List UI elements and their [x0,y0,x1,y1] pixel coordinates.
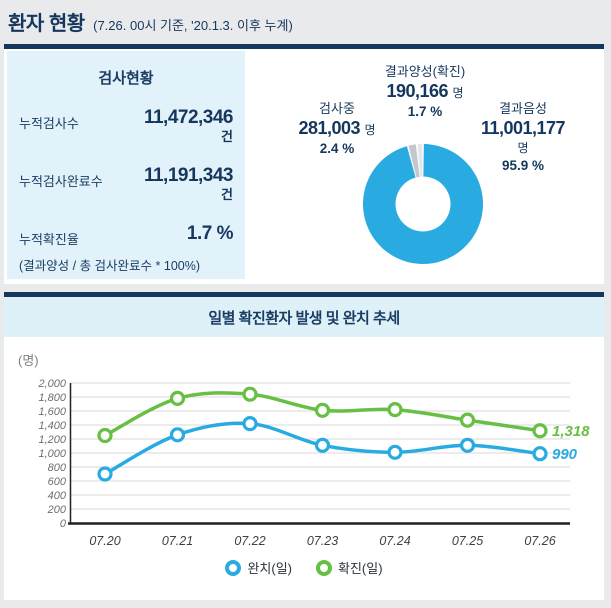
test-status-title: 검사현황 [98,70,154,87]
svg-text:600: 600 [48,476,67,488]
daily-trend-panel: 일별 확진환자 발생 및 완치 추세 (명) 0 200 400 600 800 1,000… [4,292,604,600]
page-title-subtitle: (7.26. 00시 기준, '20.1.3. 이후 누계) [93,18,293,33]
svg-text:1,400: 1,400 [38,420,66,432]
svg-text:07.25: 07.25 [452,534,483,548]
svg-text:990: 990 [552,446,578,463]
svg-text:1,000: 1,000 [38,448,66,460]
svg-text:1,318: 1,318 [552,423,590,440]
patient-status-panel: 검사현황 누적검사수 11,472,346 건 누적검사완료수 11,191,3… [4,44,604,284]
trend-header: 일별 확진환자 발생 및 완치 추세 [4,297,604,337]
svg-text:(명): (명) [18,353,39,368]
trend-title: 일별 확진환자 발생 및 완치 추세 [208,309,400,327]
row-label: 누적확진율 [19,232,79,247]
legend-label: 확진(일) [338,561,383,576]
test-status-box: 검사현황 누적검사수 11,472,346 건 누적검사완료수 11,191,3… [7,51,245,279]
svg-text:07.21: 07.21 [162,534,193,548]
legend-label: 완치(일) [247,561,292,576]
donut-chart [363,144,483,264]
svg-text:1,600: 1,600 [38,406,66,418]
page-title-text: 환자 현황 [8,13,85,35]
row-label: 누적검사완료수 [19,174,103,189]
page-title: 환자 현황 (7.26. 00시 기준, '20.1.3. 이후 누계) [8,7,293,36]
recovered-series-icon [225,559,242,576]
row-unit: 건 [221,129,233,144]
svg-text:1,800: 1,800 [38,392,66,404]
svg-text:07.26: 07.26 [524,534,555,548]
svg-text:07.23: 07.23 [307,534,338,548]
svg-text:07.24: 07.24 [379,534,410,548]
svg-text:07.20: 07.20 [89,534,120,548]
svg-text:1,200: 1,200 [38,434,66,446]
svg-text:200: 200 [47,504,67,516]
donut-label-positive: 결과양성(확진) 190,166 명 1.7 % [384,64,466,119]
svg-text:07.22: 07.22 [234,534,265,548]
row-unit: 건 [221,187,233,202]
svg-text:400: 400 [48,490,67,502]
confirm-rate-footnote: (결과양성 / 총 검사완료수 * 100%) [19,259,200,273]
legend-item-confirmed[interactable]: 확진(일) [316,558,383,577]
row-value: 1.7 % [186,223,234,244]
svg-text:2,000: 2,000 [37,378,66,390]
row-value: 11,472,346 [143,107,234,128]
svg-text:800: 800 [48,462,67,474]
donut-label-testing: 검사중 281,003 명 2.4 % [298,101,376,156]
trend-line-chart: (명) 0 200 400 600 800 1,000 1,200 1,400 1,600 1,80… [18,353,590,548]
trend-legend: 완치(일) 확진(일) [4,558,604,577]
row-value: 11,191,343 [143,165,234,186]
donut-label-negative: 결과음성 11,001,177 명 95.9 % [480,101,566,173]
svg-text:0: 0 [60,518,67,530]
legend-item-recovered[interactable]: 완치(일) [225,558,292,577]
row-label: 누적검사수 [19,116,79,131]
confirmed-series-icon [316,559,332,576]
